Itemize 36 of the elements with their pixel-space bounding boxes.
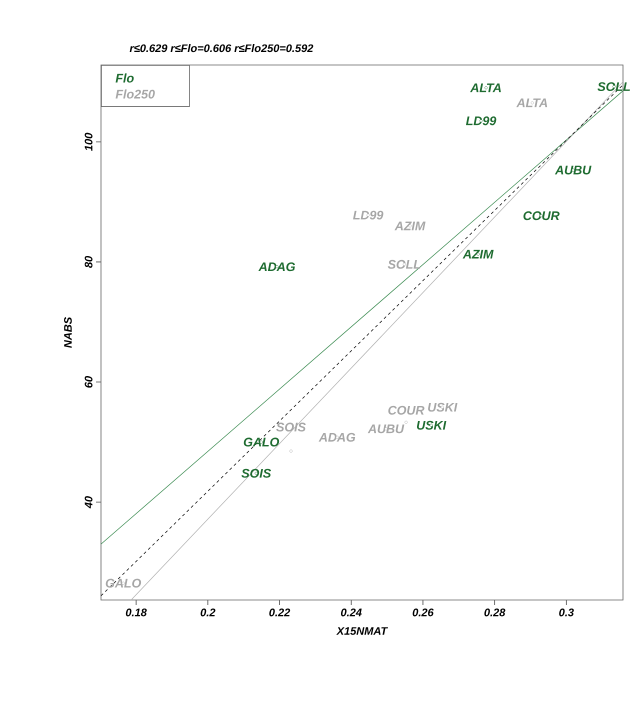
annotation: ADAG xyxy=(258,262,296,272)
x-tick-label: 0.2 xyxy=(200,608,216,616)
y-tick-label: 60 xyxy=(84,376,92,388)
y-tick-label: 100 xyxy=(84,132,92,151)
annotation: COUR xyxy=(388,406,424,415)
annotation: USKI xyxy=(428,402,458,412)
annotation: LD99 xyxy=(353,210,384,220)
annotation: ALTA xyxy=(516,98,548,108)
x-tick-label: 0.22 xyxy=(269,608,290,616)
annotation: AZIM xyxy=(394,222,426,230)
annotation: GALO xyxy=(106,578,142,588)
x-tick-label: 0.18 xyxy=(126,608,147,616)
annotation: LD99 xyxy=(466,116,496,126)
y-axis-title: NABS xyxy=(64,317,72,348)
y-tick-label: 80 xyxy=(84,256,92,268)
annotation: AZIM xyxy=(462,250,494,258)
annotation: ALTA xyxy=(470,84,501,92)
point xyxy=(290,450,293,453)
text: Flo xyxy=(116,73,134,83)
annotation: USKI xyxy=(416,420,446,430)
chart-title: r≤0.629 r≤Flo=0.606 r≤Flo250=0.592 xyxy=(130,44,314,52)
x-tick-label: 0.3 xyxy=(559,608,574,616)
annotation: COUR xyxy=(523,211,560,220)
x-tick-label: 0.28 xyxy=(484,608,506,616)
annotation: SOLL xyxy=(388,260,420,269)
text: Flo250 xyxy=(116,89,155,99)
point xyxy=(404,420,408,424)
annotation: AUBU xyxy=(554,166,592,174)
annotation: SOIS xyxy=(241,468,272,478)
annotation: ADAG xyxy=(318,432,356,442)
annotation: GALO xyxy=(244,438,280,447)
annotation: AUBU xyxy=(368,424,404,434)
y-tick-label: 40 xyxy=(84,496,92,508)
x-tick-label: 0.26 xyxy=(412,608,434,616)
x-axis-title: X15NMAT xyxy=(336,627,388,635)
x-tick-label: 0.24 xyxy=(340,608,362,616)
